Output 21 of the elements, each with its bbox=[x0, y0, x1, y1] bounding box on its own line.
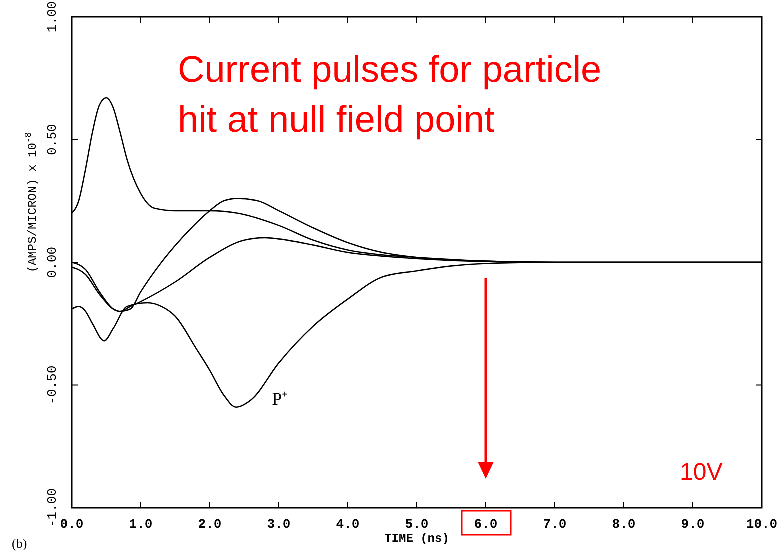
x-tick-label: 9.0 bbox=[681, 517, 705, 532]
y-tick-label: -0.50 bbox=[45, 366, 60, 405]
y-tick-label: 0.50 bbox=[45, 124, 60, 156]
x-tick-label: 6.0 bbox=[474, 517, 498, 532]
x-tick-label: 4.0 bbox=[336, 517, 360, 532]
annotation: P⁺ bbox=[272, 388, 288, 409]
x-tick-label: 3.0 bbox=[267, 517, 291, 532]
x-tick-label: 7.0 bbox=[543, 517, 567, 532]
x-tick-label: 2.0 bbox=[198, 517, 222, 532]
x-tick-label: 5.0 bbox=[405, 517, 429, 532]
annotation: Current pulses for particle hit at null field point bbox=[178, 49, 602, 140]
x-tick-label: 1.0 bbox=[129, 517, 153, 532]
annotation: 10V bbox=[680, 459, 723, 486]
x-tick-label: 8.0 bbox=[612, 517, 636, 532]
x-axis-title: TIME (ns) bbox=[384, 532, 450, 546]
x-tick-label: 0.0 bbox=[60, 517, 84, 532]
y-tick-label: 1.00 bbox=[45, 1, 60, 33]
y-tick-label: 0.00 bbox=[45, 246, 60, 278]
y-tick-label: -1.00 bbox=[45, 488, 60, 528]
text: (b) bbox=[12, 536, 28, 551]
x-tick-label: 10.0 bbox=[746, 517, 778, 532]
